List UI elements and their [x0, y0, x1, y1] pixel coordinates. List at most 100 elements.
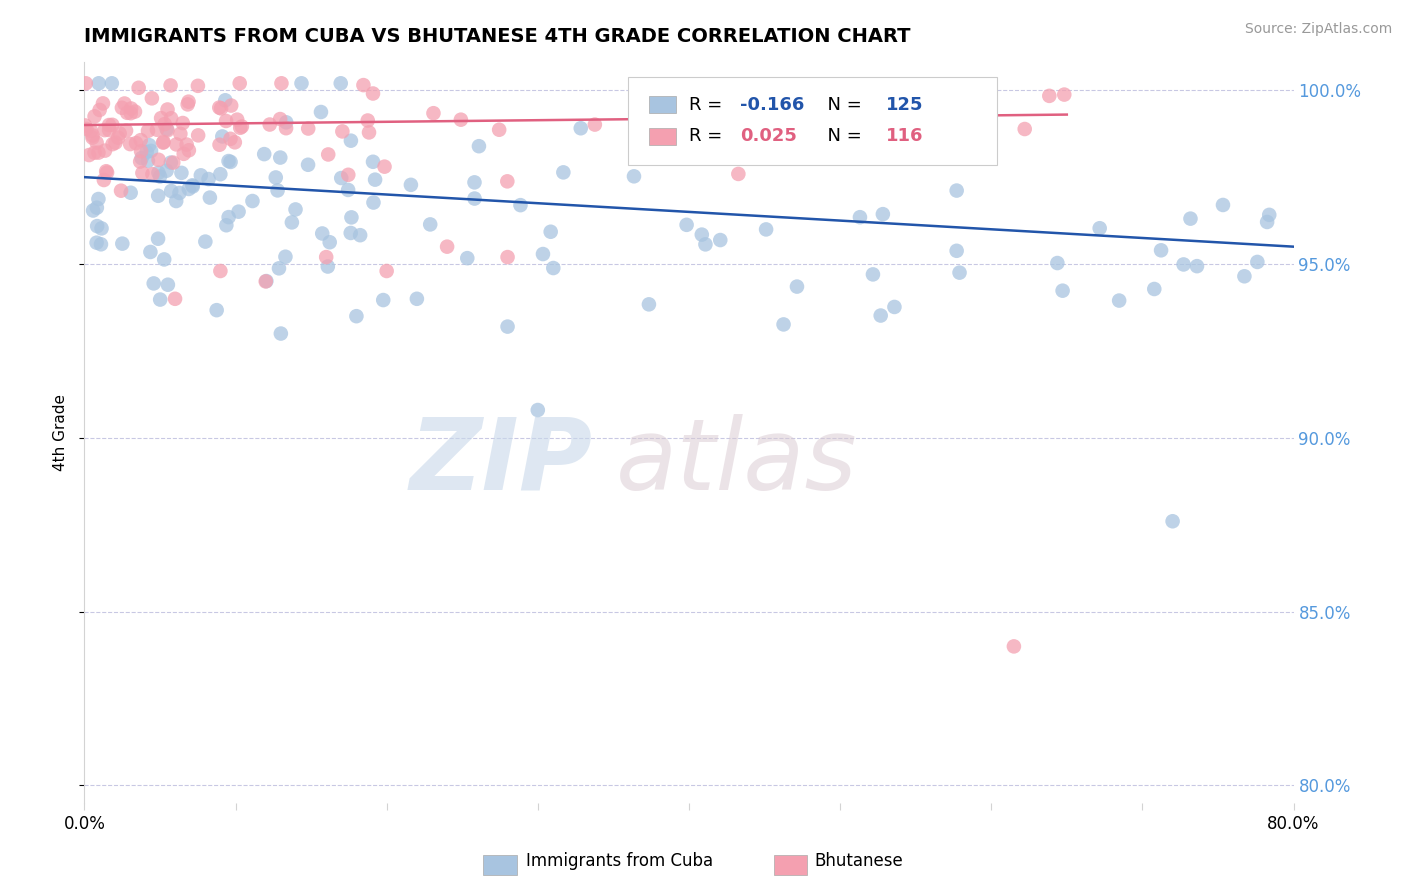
Point — [274, 121, 297, 136]
Point — [197, 172, 219, 186]
Point — [135, 145, 157, 159]
Point — [218, 154, 240, 169]
Point — [270, 76, 292, 90]
Point — [315, 250, 337, 264]
FancyBboxPatch shape — [628, 78, 997, 165]
Point — [436, 240, 458, 254]
Point — [96, 165, 118, 179]
Point — [177, 143, 200, 157]
Point — [120, 106, 142, 120]
Point — [945, 184, 967, 198]
Point — [1173, 257, 1195, 271]
Point — [496, 250, 519, 264]
Point — [226, 112, 249, 127]
Point — [1150, 244, 1173, 258]
Point — [527, 403, 550, 417]
Point — [311, 227, 333, 241]
Point — [115, 123, 138, 137]
Point — [75, 76, 97, 90]
Point — [869, 309, 891, 323]
Point — [464, 192, 486, 206]
Point — [340, 211, 363, 225]
Point — [215, 114, 238, 128]
Point — [690, 227, 713, 242]
FancyBboxPatch shape — [650, 96, 676, 112]
Point — [330, 171, 353, 186]
Point — [496, 319, 519, 334]
Point — [284, 202, 307, 217]
Point — [332, 124, 354, 138]
Point — [264, 170, 287, 185]
Point — [211, 129, 233, 144]
Point — [297, 158, 319, 172]
Point — [254, 274, 277, 288]
Point — [138, 138, 160, 153]
Point — [131, 166, 153, 180]
Point — [945, 244, 967, 258]
Point — [352, 78, 374, 92]
Point — [96, 164, 118, 178]
Point — [1233, 269, 1256, 284]
Point — [399, 178, 422, 192]
Point — [209, 102, 232, 116]
FancyBboxPatch shape — [650, 128, 676, 145]
Point — [107, 130, 129, 145]
Point — [872, 207, 894, 221]
Point — [921, 130, 943, 145]
Point — [208, 101, 231, 115]
Y-axis label: 4th Grade: 4th Grade — [53, 394, 69, 471]
Point — [274, 250, 297, 264]
Point — [160, 155, 183, 169]
Point — [87, 192, 110, 206]
Point — [357, 113, 380, 128]
Point — [849, 210, 872, 224]
Point — [165, 137, 187, 152]
Point — [496, 174, 519, 188]
Point — [86, 219, 108, 233]
Point — [329, 76, 352, 90]
Point — [114, 96, 136, 111]
Point — [120, 137, 142, 152]
Text: Bhutanese: Bhutanese — [814, 852, 904, 870]
Point — [357, 125, 380, 139]
Point — [141, 91, 163, 105]
Point — [569, 121, 592, 136]
Point — [159, 78, 181, 93]
Point — [142, 277, 165, 291]
Point — [863, 98, 886, 112]
Point — [91, 96, 114, 111]
Point — [198, 191, 221, 205]
Point — [187, 78, 209, 93]
Point — [194, 235, 217, 249]
Text: N =: N = — [815, 128, 868, 145]
Point — [141, 167, 163, 181]
Text: 125: 125 — [886, 95, 924, 113]
Point — [115, 105, 138, 120]
Point — [108, 127, 131, 141]
Point — [82, 128, 104, 143]
Point — [160, 112, 183, 126]
Point — [83, 109, 105, 123]
Text: IMMIGRANTS FROM CUBA VS BHUTANESE 4TH GRADE CORRELATION CHART: IMMIGRANTS FROM CUBA VS BHUTANESE 4TH GR… — [84, 27, 911, 45]
Point — [375, 264, 398, 278]
Point — [90, 237, 112, 252]
Point — [349, 228, 371, 243]
Point — [87, 76, 110, 90]
Point — [406, 292, 429, 306]
Point — [173, 146, 195, 161]
Point — [120, 102, 142, 116]
Point — [772, 318, 794, 332]
Point — [156, 122, 179, 136]
Point — [169, 127, 191, 141]
Point — [136, 153, 159, 168]
Point — [82, 130, 104, 145]
Point — [176, 137, 198, 152]
Text: -0.166: -0.166 — [740, 95, 804, 113]
Point — [468, 139, 491, 153]
Point — [87, 145, 110, 160]
Point — [93, 123, 115, 137]
Point — [254, 274, 277, 288]
Point — [136, 124, 159, 138]
Point — [149, 293, 172, 307]
Point — [675, 218, 697, 232]
